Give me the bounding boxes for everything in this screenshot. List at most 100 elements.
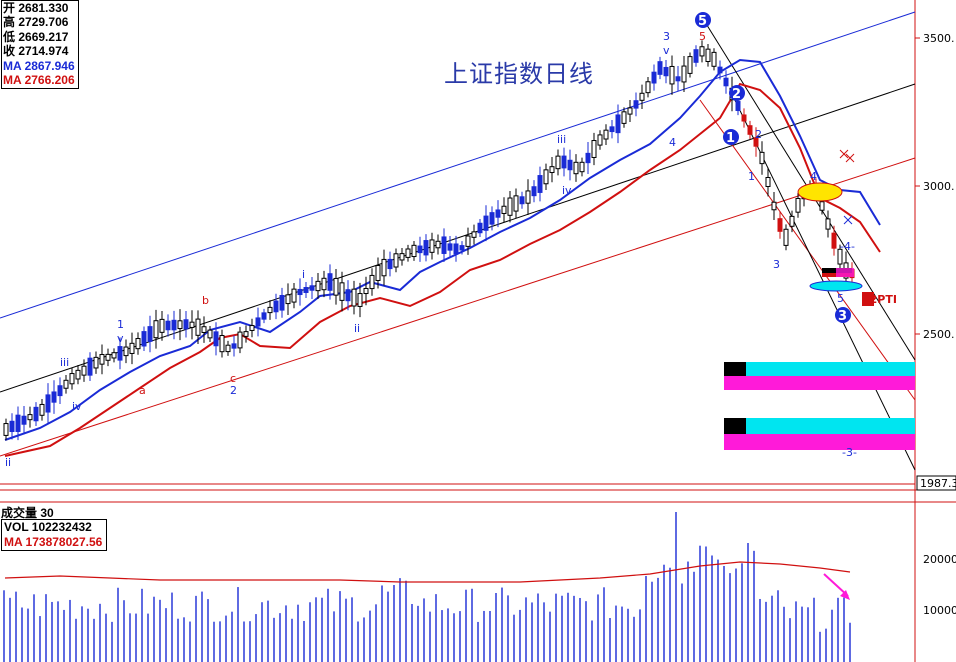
candle-body (435, 240, 441, 249)
candle-body (351, 288, 357, 307)
candle-body (129, 342, 135, 354)
candle-body (687, 56, 693, 74)
candle-body (795, 197, 801, 213)
candle-body (411, 244, 417, 258)
candle-body (825, 218, 831, 230)
candle-body (693, 49, 699, 63)
pti-tag-box (862, 292, 874, 306)
ohlc-close: 收 2714.974 (3, 44, 69, 59)
cross-markers (839, 149, 855, 225)
candle-body (753, 137, 759, 147)
wave-label: i (302, 268, 305, 281)
candle-body (831, 232, 837, 249)
wave-label: -4- (840, 240, 855, 253)
candle-body (375, 265, 381, 281)
candle-body (615, 114, 621, 134)
volume-info: VOL 102232432 MA 173878027.56 (1, 519, 108, 551)
candle-body (495, 209, 501, 218)
ma-blue-line (4, 58, 881, 441)
candle-body (273, 300, 279, 313)
candle-body (81, 365, 87, 376)
volume-ma-value: MA 173878027.56 (4, 535, 103, 549)
wave-label: 2 (755, 128, 762, 141)
candle-body (327, 273, 333, 291)
candle-body (669, 65, 675, 85)
candle-body (393, 253, 399, 268)
svg-text:2: 2 (732, 87, 741, 102)
ohlc-high: 高 2729.706 (3, 15, 69, 30)
candle-body (153, 320, 159, 339)
wave-label: c (230, 372, 236, 385)
candle-body (561, 155, 567, 169)
volume-title: 成交量 30 (1, 506, 54, 520)
candle-body (471, 231, 477, 238)
candle-body (597, 134, 603, 146)
candle-body (675, 76, 681, 82)
candle-body (549, 166, 555, 174)
candle-body (789, 215, 795, 227)
decline-line-black-2 (729, 89, 916, 471)
candle-body (357, 293, 363, 307)
wave-label: 4 (669, 136, 676, 149)
candle-body (225, 344, 231, 353)
candle-body (519, 196, 525, 205)
candle-body (213, 331, 219, 347)
wave-labels: ii iii iv 1 v a b c 2 i ii iii iv 3 v 4 … (5, 30, 857, 469)
wave-label: ii (5, 456, 11, 469)
price-tick-3000: 3000. (923, 180, 955, 193)
candle-body (567, 159, 573, 171)
candle-body (231, 343, 237, 349)
wave-label: 1 (117, 318, 124, 331)
candle-body (285, 294, 291, 305)
candle-body (57, 385, 63, 397)
candle-body (513, 195, 519, 212)
ma-blue-value: MA 2867.946 (3, 58, 75, 73)
candle-body (579, 161, 585, 173)
candle-body (501, 205, 507, 214)
candle-body (207, 329, 213, 339)
candle-body (243, 331, 249, 337)
chart-title: 上证指数日线 (444, 60, 594, 88)
candle-body (69, 373, 75, 385)
candle-body (657, 61, 663, 75)
candle-body (507, 197, 513, 216)
candle-body (633, 100, 639, 109)
candle-body (333, 277, 339, 296)
candle-body (585, 152, 591, 164)
wave-label: ii (354, 322, 360, 335)
candle-body (297, 288, 303, 296)
candle-body (651, 71, 657, 84)
candle-body (735, 101, 741, 111)
candle-body (9, 420, 15, 433)
candle-body (483, 215, 489, 231)
candlesticks (3, 40, 855, 441)
candle-body (135, 338, 141, 350)
candle-body (531, 186, 537, 197)
candle-body (645, 81, 651, 94)
candle-body (603, 129, 609, 140)
candle-body (381, 258, 387, 277)
candle-body (237, 331, 243, 349)
volume-bars (3, 512, 851, 662)
price-axis: 3500. 3000. 2500. 1987.3 (915, 32, 956, 491)
candle-body (183, 319, 189, 330)
candle-body (699, 46, 705, 57)
candle-body (663, 66, 669, 77)
candle-body (777, 218, 783, 232)
wave-label: iii (60, 356, 69, 369)
lower-channel-line (0, 157, 916, 457)
svg-text:1: 1 (726, 131, 735, 146)
wave-label: v (117, 332, 124, 345)
candle-body (309, 285, 315, 291)
candle-body (261, 312, 267, 320)
candle-body (525, 190, 531, 204)
candle-body (441, 236, 447, 254)
pti-tag: 32PTI (862, 293, 897, 306)
price-tick-3500: 3500. (923, 32, 955, 45)
ohlc-low: 低 2669.217 (3, 29, 69, 44)
candle-body (93, 356, 99, 369)
candle-body (447, 243, 453, 251)
candle-body (417, 245, 423, 254)
candle-body (291, 288, 297, 303)
